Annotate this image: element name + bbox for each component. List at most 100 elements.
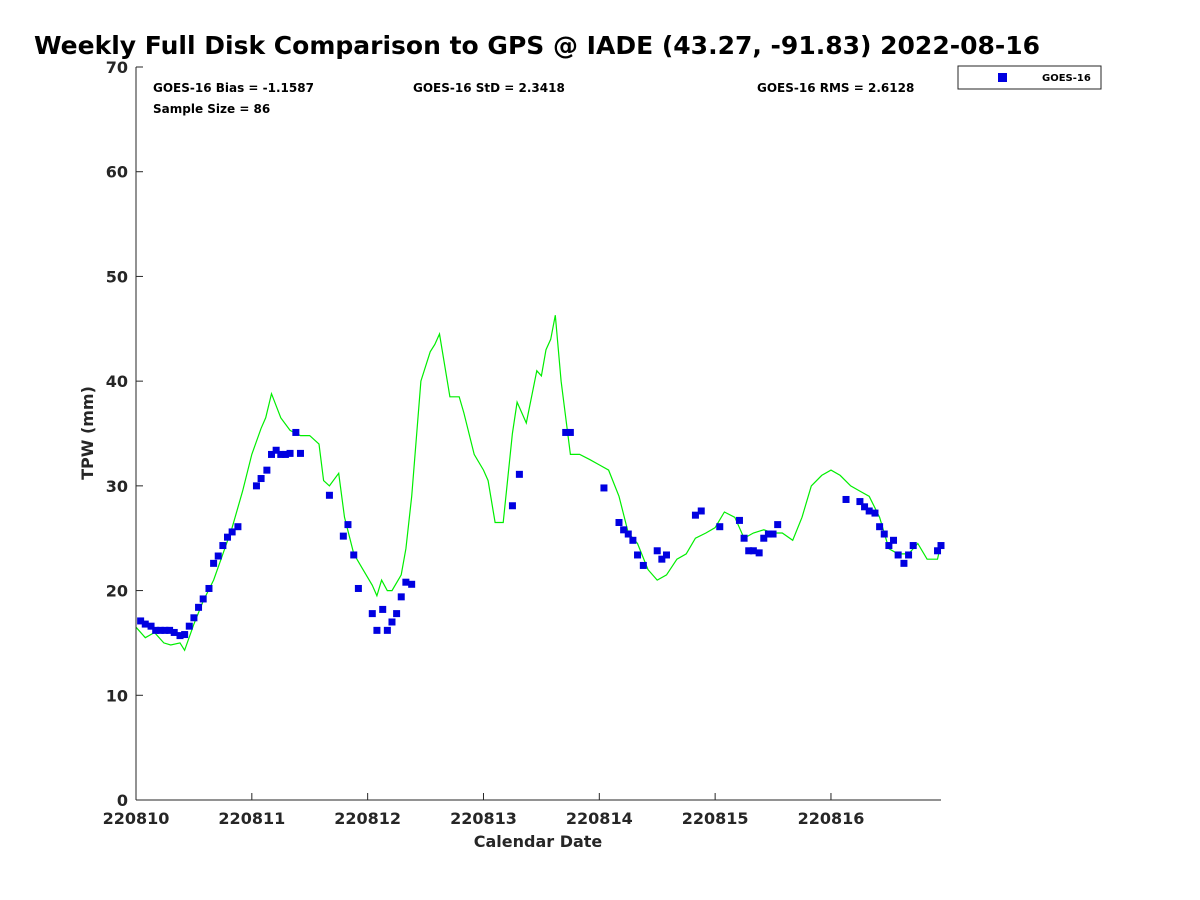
goes16-point (224, 533, 232, 541)
goes16-point (339, 532, 347, 540)
goes16-point (639, 561, 647, 569)
goes16-point (234, 523, 242, 531)
goes16-point (373, 626, 381, 634)
goes16-point (740, 534, 748, 542)
goes16-point (562, 428, 570, 436)
goes16-point (871, 509, 879, 517)
goes16-point (861, 503, 869, 511)
goes16-point (900, 559, 908, 567)
goes16-point (166, 626, 174, 634)
goes16-point (228, 528, 236, 536)
goes16-point (624, 530, 632, 538)
goes16-point (379, 605, 387, 613)
goes16-point (350, 551, 358, 559)
goes16-point (325, 491, 333, 499)
goes16-point (181, 631, 189, 639)
y-axis-label: TPW (mm) (78, 386, 97, 480)
legend: GOES-16 (957, 65, 1102, 90)
goes16-point (344, 521, 352, 529)
goes16-point (691, 511, 699, 519)
x-ticks: 220810 220811 220812 220813 220814 220815 2208… (103, 793, 865, 828)
goes16-point (354, 584, 362, 592)
goes16-point (937, 542, 945, 550)
goes16-point (383, 626, 391, 634)
goes16-point (141, 620, 149, 628)
goes16-point (749, 547, 757, 555)
bias-annotation: GOES-16 Bias = -1.1587 (153, 81, 314, 95)
goes16-point (190, 614, 198, 622)
goes16-point (156, 626, 164, 634)
goes16-point (842, 495, 850, 503)
x-tick-label: 220815 (682, 809, 749, 828)
goes16-point (653, 547, 661, 555)
goes16-point (281, 450, 289, 458)
goes16-point (368, 610, 376, 618)
goes16-point (764, 530, 772, 538)
goes16-point (296, 449, 304, 457)
goes16-point (176, 632, 184, 640)
goes16-point (397, 593, 405, 601)
goes16-point (292, 428, 300, 436)
goes16-point (199, 595, 207, 603)
goes16-point (716, 523, 724, 531)
goes16-point (865, 507, 873, 515)
goes16-point (515, 470, 523, 478)
x-axis-label: Calendar Date (474, 832, 603, 851)
legend-label-goes16: GOES-16 (1042, 73, 1091, 84)
x-tick-label: 220810 (103, 809, 170, 828)
y-tick-label: 10 (106, 686, 128, 705)
goes16-point (170, 628, 178, 636)
plot-area (135, 315, 945, 652)
goes16-point (629, 536, 637, 544)
goes16-point (658, 555, 666, 563)
axes (135, 67, 941, 801)
goes16-point (152, 626, 160, 634)
x-tick-label: 220813 (450, 809, 517, 828)
goes16-point (205, 584, 213, 592)
goes16-point (880, 530, 888, 538)
goes16-point (745, 547, 753, 555)
goes16-point (662, 551, 670, 559)
goes16-point (755, 549, 763, 557)
goes16-point (934, 547, 942, 555)
goes16-point (909, 542, 917, 550)
goes16-point (760, 534, 768, 542)
goes16-point (252, 482, 260, 490)
rms-annotation: GOES-16 RMS = 2.6128 (757, 81, 914, 95)
y-ticks: 0 10 20 30 40 50 60 70 (106, 58, 143, 810)
x-tick-label: 220811 (218, 809, 285, 828)
goes16-point (272, 446, 280, 454)
y-tick-label: 30 (106, 477, 128, 496)
y-tick-label: 40 (106, 372, 128, 391)
x-tick-label: 220814 (566, 809, 633, 828)
goes16-point (147, 622, 155, 630)
goes16-point (894, 551, 902, 559)
legend-marker-goes16 (998, 73, 1007, 82)
goes16-point (388, 618, 396, 626)
x-tick-label: 220816 (798, 809, 865, 828)
y-tick-label: 20 (106, 582, 128, 601)
goes16-point (161, 626, 169, 634)
sample-size-annotation: Sample Size = 86 (153, 102, 270, 116)
goes16-point (263, 466, 271, 474)
goes16-point (634, 551, 642, 559)
goes16-point (600, 484, 608, 492)
goes16-point (774, 521, 782, 529)
goes16-point (393, 610, 401, 618)
goes16-point (402, 578, 410, 586)
goes16-point (890, 536, 898, 544)
goes16-point (408, 580, 416, 588)
goes16-point (769, 530, 777, 538)
goes16-point (286, 449, 294, 457)
goes16-point (508, 502, 516, 510)
goes16-point (210, 559, 218, 567)
chart-title: Weekly Full Disk Comparison to GPS @ IAD… (34, 31, 1040, 60)
legend-box (957, 65, 1102, 90)
gps-tpw-line (135, 315, 942, 652)
y-tick-label: 70 (106, 58, 128, 77)
goes16-point (735, 516, 743, 524)
goes16-point (566, 428, 574, 436)
goes16-point (277, 450, 285, 458)
goes16-point (257, 475, 265, 483)
